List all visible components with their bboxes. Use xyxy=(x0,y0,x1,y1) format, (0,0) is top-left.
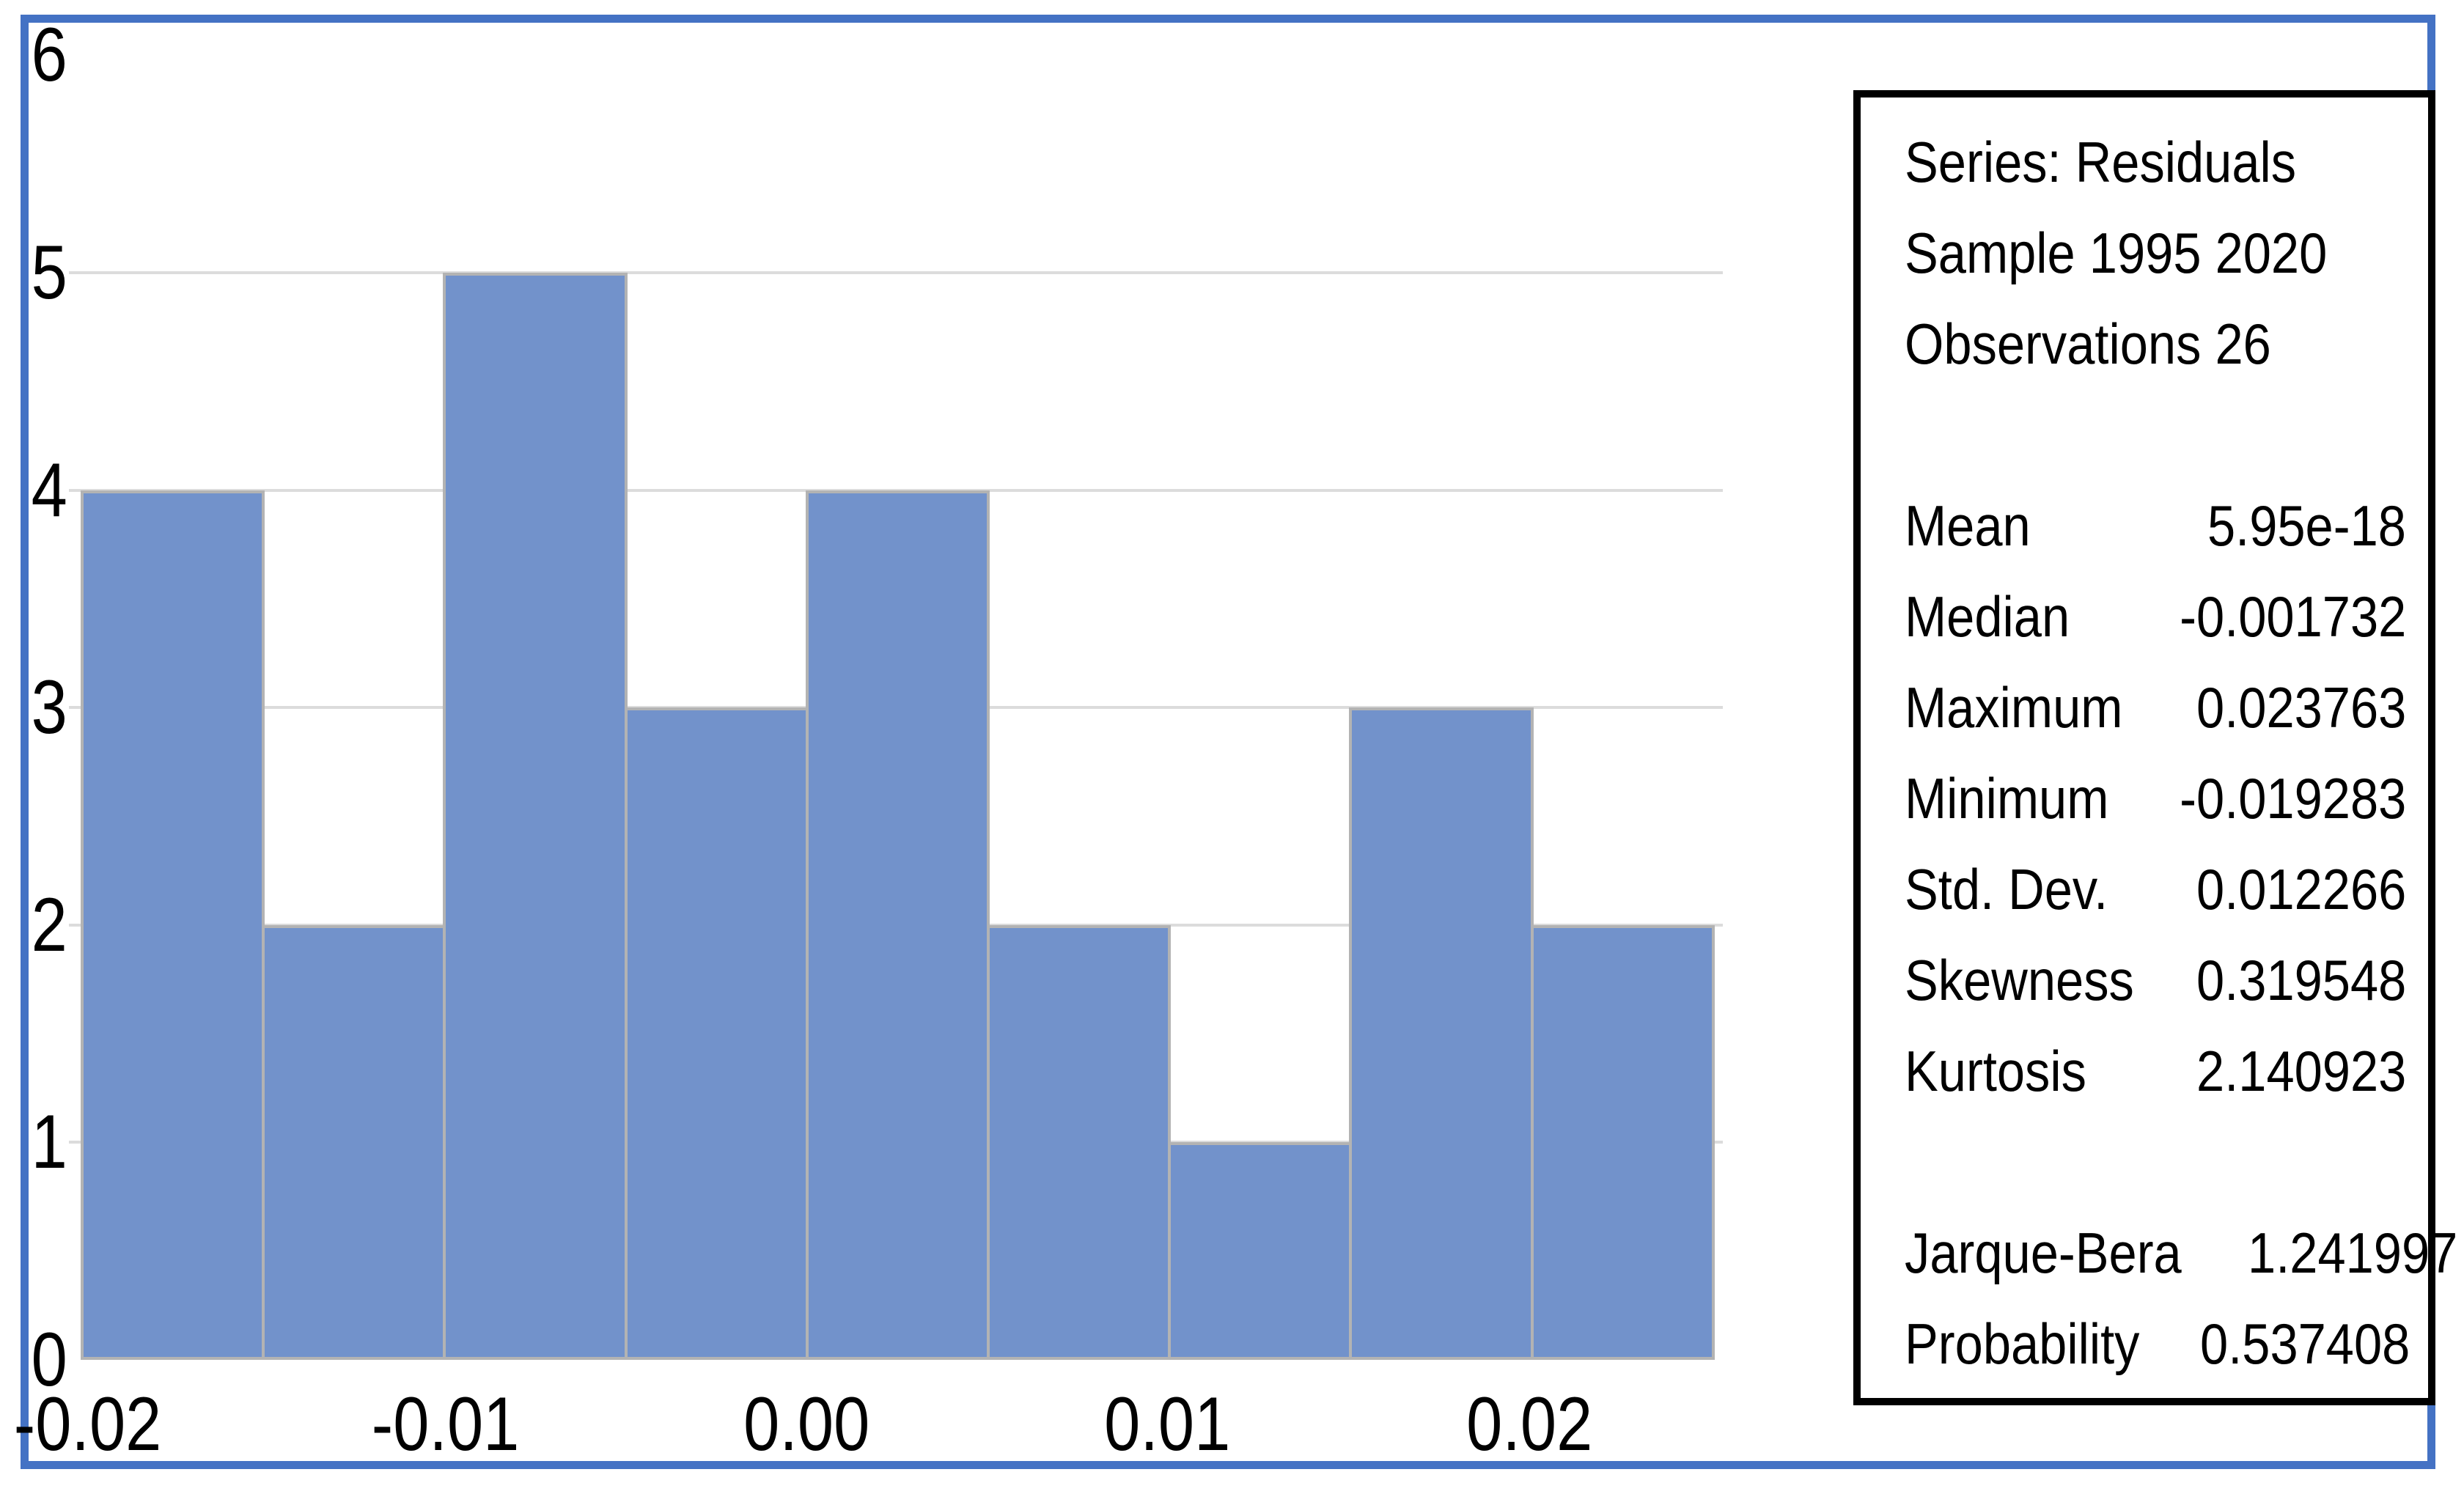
test-statistics-rows: Jarque-Bera 1.241997 Probability 0.537408 xyxy=(1905,1207,2458,1389)
stat-label: Minimum xyxy=(1905,766,2109,831)
histogram-bar xyxy=(443,273,628,1360)
stats-header-line: Sample 1995 2020 xyxy=(1905,221,2328,285)
x-axis-tick-label: 0.00 xyxy=(743,1382,870,1467)
stats-row: Skewness 0.319548 xyxy=(1905,935,2406,1026)
y-axis-tick-label: 2 xyxy=(31,883,67,968)
stat-label: Kurtosis xyxy=(1905,1039,2086,1103)
stats-row: Median -0.001732 xyxy=(1905,571,2406,662)
stat-value: 5.95e-18 xyxy=(2207,493,2406,558)
statistics-box: Series: Residuals Sample 1995 2020 Observa… xyxy=(1853,90,2458,1405)
test-stat-value: 0.537408 xyxy=(2200,1311,2410,1376)
stats-row: Maximum 0.023763 xyxy=(1905,662,2406,753)
stat-label: Std. Dev. xyxy=(1905,857,2108,921)
stats-row: Kurtosis 2.140923 xyxy=(1905,1026,2406,1116)
stats-row: Minimum -0.019283 xyxy=(1905,753,2406,844)
histogram-bar xyxy=(1168,1142,1352,1360)
test-stat-label: Jarque-Bera xyxy=(1905,1221,2182,1285)
stats-header-line: Observations 26 xyxy=(1905,312,2271,376)
stat-value: 0.023763 xyxy=(2196,675,2406,740)
histogram-bar xyxy=(806,490,990,1360)
stat-label: Skewness xyxy=(1905,948,2134,1012)
stats-row: Jarque-Bera 1.241997 xyxy=(1905,1207,2458,1298)
stats-row: Mean 5.95e-18 xyxy=(1905,480,2406,571)
test-stat-value: 1.241997 xyxy=(2248,1221,2458,1285)
stat-label: Maximum xyxy=(1905,675,2123,740)
stat-value: 0.319548 xyxy=(2196,948,2406,1012)
histogram-bar xyxy=(987,925,1171,1360)
stats-header-line: Series: Residuals xyxy=(1905,130,2297,194)
y-axis-tick-label: 1 xyxy=(31,1100,67,1185)
x-axis-tick-label: -0.01 xyxy=(372,1382,520,1467)
stat-value: -0.019283 xyxy=(2179,766,2406,831)
stat-value: -0.001732 xyxy=(2179,584,2406,649)
y-axis-tick-label: 3 xyxy=(31,665,67,750)
gridline xyxy=(69,271,1723,274)
stat-label: Median xyxy=(1905,584,2070,649)
y-axis-tick-label: 6 xyxy=(31,12,67,97)
statistics-header: Series: Residuals Sample 1995 2020 Observa… xyxy=(1905,117,2406,389)
stat-label: Mean xyxy=(1905,493,2031,558)
statistics-rows: Mean 5.95e-18 Median -0.001732 Maximum 0.0237… xyxy=(1905,480,2406,1116)
statistics-gap xyxy=(1905,1116,2406,1207)
histogram-bar xyxy=(81,490,265,1360)
x-axis-tick-label: 0.01 xyxy=(1103,1382,1231,1467)
histogram-bar xyxy=(1349,707,1534,1360)
x-axis-tick-label: 0.02 xyxy=(1465,1382,1593,1467)
stats-row: Probability 0.537408 xyxy=(1905,1298,2410,1389)
y-axis-tick-label: 4 xyxy=(31,448,67,533)
stats-row: Std. Dev. 0.012266 xyxy=(1905,844,2406,935)
histogram-bar xyxy=(625,707,809,1360)
stat-value: 2.140923 xyxy=(2196,1039,2406,1103)
histogram-bar xyxy=(262,925,446,1360)
test-stat-label: Probability xyxy=(1905,1311,2140,1376)
y-axis-tick-label: 0 xyxy=(31,1317,67,1402)
x-axis-tick-label: -0.02 xyxy=(14,1382,162,1467)
y-axis-tick-label: 5 xyxy=(31,230,67,315)
histogram-bar xyxy=(1531,925,1715,1360)
statistics-gap xyxy=(1905,389,2406,480)
stat-value: 0.012266 xyxy=(2196,857,2406,921)
